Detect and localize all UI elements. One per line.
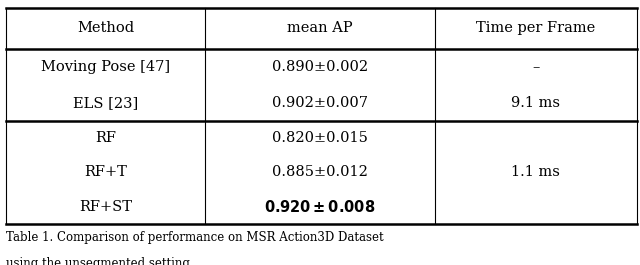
Text: mean AP: mean AP (287, 21, 353, 36)
Text: 1.1 ms: 1.1 ms (511, 165, 561, 179)
Text: 9.1 ms: 9.1 ms (511, 96, 561, 110)
Text: RF+T: RF+T (84, 165, 127, 179)
Text: Table 1. Comparison of performance on MSR Action3D Dataset: Table 1. Comparison of performance on MS… (6, 231, 384, 244)
Text: ELS [23]: ELS [23] (73, 96, 138, 110)
Text: 0.885±0.012: 0.885±0.012 (272, 165, 368, 179)
Text: Moving Pose [47]: Moving Pose [47] (41, 60, 170, 74)
Text: $\mathbf{0.920 \pm 0.008}$: $\mathbf{0.920 \pm 0.008}$ (264, 199, 376, 215)
Text: Method: Method (77, 21, 134, 36)
Text: using the unsegmented setting.: using the unsegmented setting. (6, 257, 194, 265)
Text: RF: RF (95, 131, 116, 145)
Text: –: – (532, 60, 540, 74)
Text: RF+ST: RF+ST (79, 200, 132, 214)
Text: 0.820±0.015: 0.820±0.015 (272, 131, 368, 145)
Text: Time per Frame: Time per Frame (476, 21, 596, 36)
Text: 0.902±0.007: 0.902±0.007 (272, 96, 368, 110)
Text: 0.890±0.002: 0.890±0.002 (272, 60, 368, 74)
